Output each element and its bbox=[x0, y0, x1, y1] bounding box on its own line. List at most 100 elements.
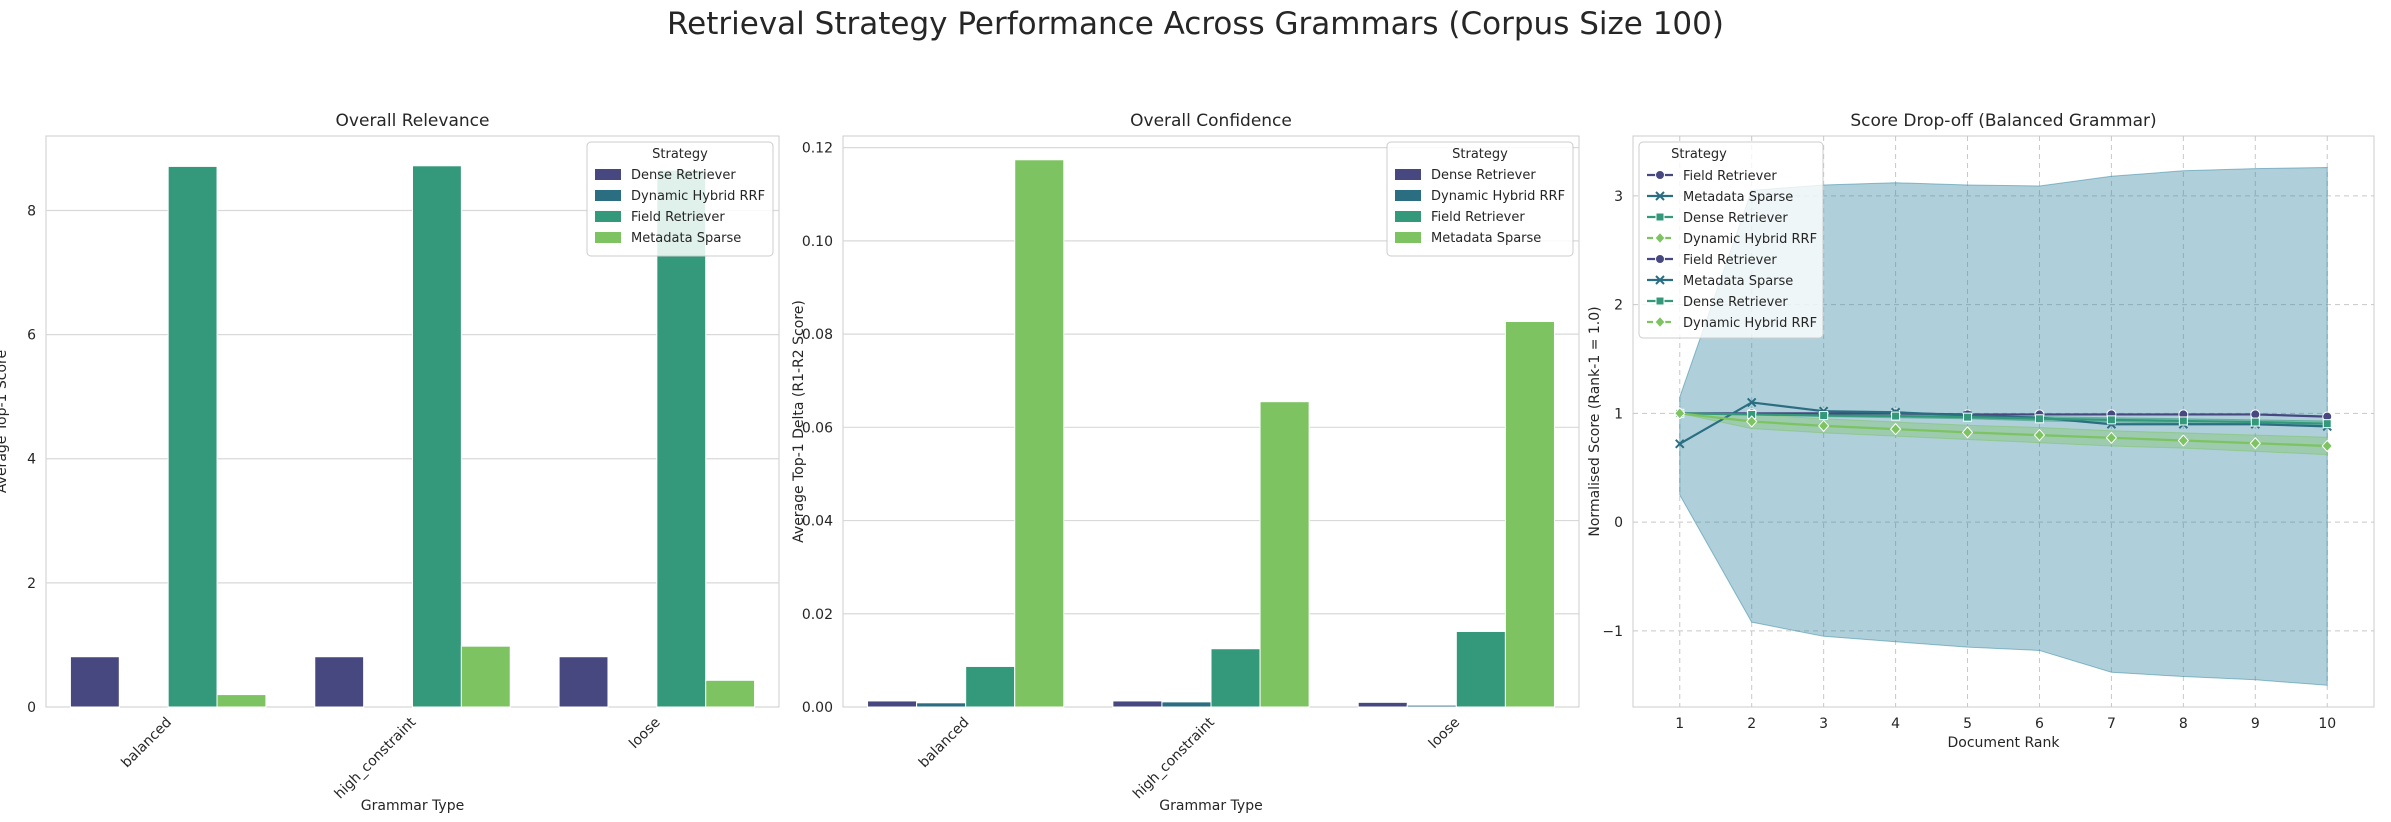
bar bbox=[965, 665, 1016, 708]
dropoff-panel: 1 2 3 4 5 6 7 8 9 10 −1 0 1 2 3 Score Drop-off (Balance… bbox=[1587, 111, 2375, 751]
y-tick-label: 6 bbox=[27, 328, 36, 344]
data-point bbox=[2033, 428, 2046, 442]
x-tick-label: high_constraint bbox=[1130, 714, 1218, 802]
y-tick-label: 2 bbox=[27, 576, 36, 592]
y-tick-label: 0.00 bbox=[802, 700, 833, 716]
legend-label: Metadata Sparse bbox=[1683, 274, 1793, 289]
data-point bbox=[2177, 434, 2190, 447]
bar bbox=[167, 165, 218, 708]
x-tick-label: 5 bbox=[1963, 716, 1972, 732]
legend-swatch bbox=[1395, 169, 1421, 180]
bar bbox=[412, 165, 462, 708]
x-axis-label: Grammar Type bbox=[361, 798, 464, 814]
series-line bbox=[1679, 412, 2328, 418]
bar bbox=[916, 702, 967, 708]
y-axis-label: Average Top-1 Score bbox=[0, 350, 10, 493]
data-point bbox=[1674, 407, 1686, 420]
series-line bbox=[1679, 412, 2328, 448]
data-point bbox=[2321, 439, 2333, 453]
y-axis-label: Normalised Score (Rank-1 = 1.0) bbox=[1587, 306, 1603, 536]
x-tick-label: 1 bbox=[1675, 716, 1684, 732]
legend-label: Dense Retriever bbox=[1683, 211, 1788, 226]
legend-marker bbox=[1655, 170, 1665, 180]
y-tick-label: 0 bbox=[1614, 515, 1623, 531]
bar bbox=[1210, 648, 1261, 708]
bar bbox=[1112, 700, 1163, 708]
bar bbox=[705, 679, 756, 708]
y-axis-label: Average Top-1 Delta (R1-R2 Score) bbox=[791, 300, 807, 543]
bar bbox=[1406, 704, 1457, 708]
series-line bbox=[1679, 412, 2328, 425]
data-point bbox=[1961, 426, 1974, 439]
bar bbox=[1504, 321, 1555, 708]
legend-marker bbox=[1654, 315, 1666, 329]
legend-label: Dense Retriever bbox=[1683, 295, 1788, 310]
legend-box bbox=[1386, 141, 1574, 257]
legend: Strategy Field Retriever Metadata Sparse De… bbox=[1638, 141, 1824, 339]
x-tick-label: 3 bbox=[1819, 716, 1828, 732]
data-point bbox=[2105, 431, 2118, 445]
legend: Strategy Dense Retriever Dynamic Hybrid RR… bbox=[1386, 141, 1574, 257]
figure-title: Retrieval Strategy Performance Across Gr… bbox=[667, 6, 1724, 42]
y-tick-label: 2 bbox=[1614, 298, 1623, 314]
bar bbox=[314, 656, 365, 708]
y-tick-label: 8 bbox=[27, 203, 36, 219]
x-tick-label: loose bbox=[1426, 715, 1463, 752]
bar bbox=[1014, 159, 1065, 708]
legend-marker bbox=[1655, 191, 1665, 201]
bar bbox=[69, 656, 120, 708]
legend-title: Strategy bbox=[652, 147, 708, 162]
legend-label: Metadata Sparse bbox=[1431, 231, 1541, 246]
y-tick-label: 4 bbox=[27, 452, 36, 468]
bar bbox=[1259, 401, 1310, 708]
y-tick-label: 0.02 bbox=[802, 607, 833, 623]
x-tick-label: 8 bbox=[2179, 716, 2188, 732]
data-point bbox=[1819, 411, 1829, 421]
legend-label: Metadata Sparse bbox=[631, 231, 741, 246]
legend-swatch bbox=[1395, 232, 1421, 243]
legend-label: Field Retriever bbox=[631, 210, 725, 225]
legend-box bbox=[586, 141, 774, 257]
y-tick-label: 3 bbox=[1614, 189, 1623, 205]
legend-title: Strategy bbox=[1452, 147, 1508, 162]
data-point bbox=[1891, 411, 1901, 421]
x-tick-label: 2 bbox=[1747, 716, 1756, 732]
legend-label: Dynamic Hybrid RRF bbox=[1683, 232, 1817, 247]
bar bbox=[1357, 701, 1408, 708]
y-tick-label: 0.04 bbox=[802, 514, 833, 530]
data-point bbox=[2322, 419, 2332, 429]
legend-label: Dynamic Hybrid RRF bbox=[631, 189, 765, 204]
x-tick-label: 4 bbox=[1891, 716, 1900, 732]
y-tick-label: 0.12 bbox=[802, 141, 833, 157]
data-point bbox=[2178, 416, 2188, 426]
legend-box bbox=[1638, 141, 1824, 339]
x-tick-label: high_constraint bbox=[332, 714, 420, 802]
legend-swatch bbox=[595, 190, 621, 201]
data-point bbox=[1746, 415, 1758, 428]
legend-marker bbox=[1655, 296, 1665, 306]
legend-swatch bbox=[1395, 190, 1421, 201]
data-point bbox=[2034, 414, 2044, 424]
data-point bbox=[1889, 422, 1902, 436]
relevance-panel: 0 2 4 6 8 balanced high_constraint loose Overall… bbox=[0, 111, 780, 814]
bar bbox=[558, 656, 609, 708]
legend-marker bbox=[1655, 275, 1665, 285]
legend-label: Field Retriever bbox=[1683, 253, 1777, 268]
x-tick-label: balanced bbox=[118, 715, 175, 772]
bar bbox=[460, 645, 511, 708]
legend-label: Dense Retriever bbox=[1431, 168, 1536, 183]
legend-swatch bbox=[1395, 211, 1421, 222]
legend-label: Dynamic Hybrid RRF bbox=[1431, 189, 1565, 204]
legend-title: Strategy bbox=[1671, 147, 1727, 162]
bar bbox=[867, 700, 918, 708]
x-tick-label: 9 bbox=[2251, 716, 2260, 732]
legend-swatch bbox=[595, 169, 621, 180]
data-point bbox=[1817, 419, 1830, 433]
x-axis-label: Document Rank bbox=[1948, 735, 2061, 751]
data-point bbox=[1675, 439, 1685, 449]
x-tick-label: 6 bbox=[2035, 716, 2044, 732]
y-tick-label: 0.10 bbox=[802, 234, 833, 250]
data-point bbox=[2250, 417, 2260, 427]
panel-title: Overall Confidence bbox=[1130, 111, 1292, 131]
